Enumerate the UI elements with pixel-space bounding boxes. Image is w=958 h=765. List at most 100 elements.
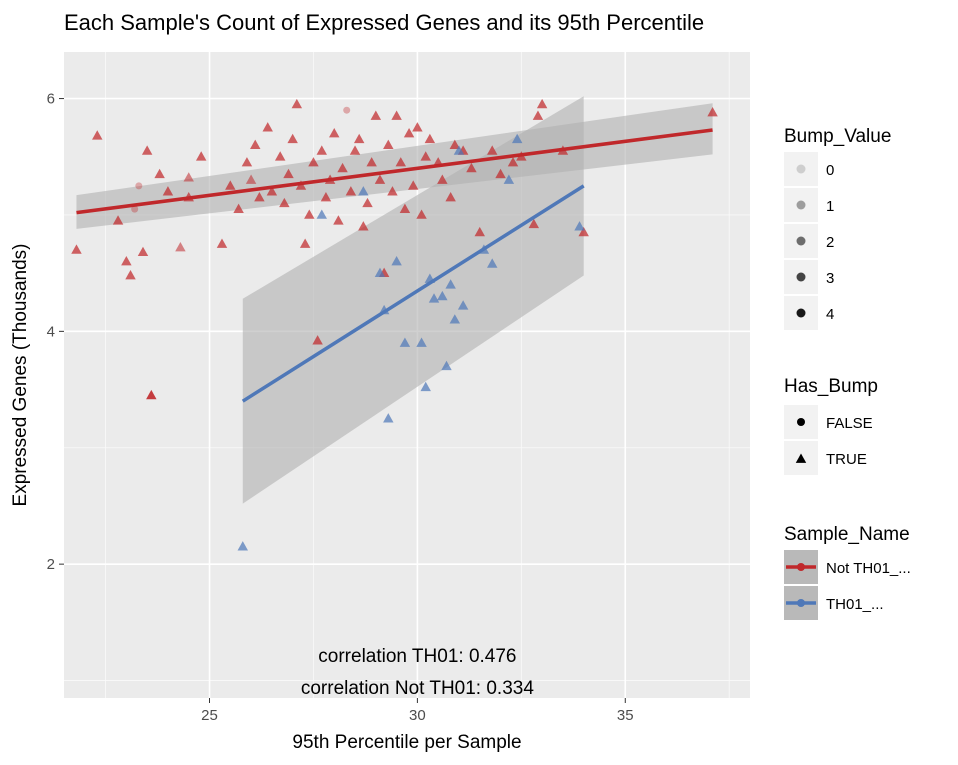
data-point [416, 209, 427, 219]
legend: Bump_Value 0 1 2 3 4 Has_Bump FALSE TRUE Sample_N… [784, 126, 911, 620]
y-axis-title: Expressed Genes (Thousands) [10, 244, 31, 507]
y-tick-label: 2 [47, 556, 55, 573]
data-point [507, 157, 519, 167]
data-point [274, 151, 286, 161]
chart-title: Each Sample's Count of Expressed Genes a… [64, 10, 704, 35]
data-point [578, 226, 589, 237]
data-point [135, 182, 143, 190]
data-point [283, 168, 294, 179]
legend-label: FALSE [826, 415, 873, 432]
data-point [511, 133, 523, 144]
legend-key-dot [797, 563, 805, 571]
data-point [329, 127, 340, 138]
data-point [424, 133, 436, 144]
confidence-ribbon [242, 96, 584, 504]
data-point [250, 139, 261, 149]
data-point [146, 389, 157, 400]
data-point [399, 203, 411, 213]
data-point [237, 541, 249, 551]
data-point [420, 151, 431, 161]
data-point [241, 157, 253, 167]
data-point [141, 145, 153, 155]
data-point [358, 186, 369, 196]
data-point [183, 172, 194, 182]
data-point [366, 157, 377, 167]
data-point [175, 242, 186, 252]
data-point [299, 238, 311, 248]
legend-title-has-bump: Has_Bump [784, 376, 878, 397]
data-point [233, 203, 244, 213]
data-point [528, 218, 540, 229]
legend-title-bump-value: Bump_Value [784, 126, 891, 147]
legend-label: TH01_... [826, 596, 884, 613]
data-point [403, 127, 415, 138]
legend-key-dot [796, 236, 806, 246]
legend-key-triangle [795, 453, 807, 463]
data-point [343, 106, 351, 114]
data-point [391, 256, 402, 266]
legend-key-dot [796, 308, 806, 318]
legend-key-dot [797, 599, 805, 607]
data-point [437, 290, 448, 301]
data-point [487, 258, 498, 268]
data-point [495, 168, 506, 179]
data-point [333, 215, 344, 225]
data-point [245, 174, 257, 184]
axis-ticks: 25 30 35 2 4 6 [47, 91, 634, 724]
legend-key-dot [796, 164, 806, 174]
data-point [707, 107, 718, 117]
legend-label: 4 [826, 306, 834, 323]
data-point [532, 110, 544, 120]
data-point [412, 122, 423, 132]
data-point [320, 191, 332, 202]
data-point [131, 205, 139, 213]
data-point [449, 314, 461, 324]
data-point [316, 209, 327, 219]
legend-label: 0 [826, 162, 834, 179]
x-tick-label: 30 [409, 707, 426, 724]
data-point [387, 186, 398, 196]
legend-key-dot [796, 272, 806, 282]
data-point [487, 145, 498, 155]
data-point [353, 133, 365, 144]
data-point [437, 174, 448, 184]
data-point [137, 246, 149, 257]
annotation-correlation-not-th01: correlation Not TH01: 0.334 [301, 678, 534, 699]
data-point [428, 293, 440, 303]
x-tick-label: 25 [201, 707, 218, 724]
data-point [312, 335, 323, 345]
data-point [370, 110, 382, 120]
data-point [395, 157, 406, 167]
data-point [345, 186, 357, 196]
data-point [374, 267, 386, 278]
legend-label: 3 [826, 270, 834, 287]
data-point [503, 174, 515, 184]
data-point [195, 151, 207, 161]
data-point [266, 186, 278, 196]
data-point [383, 139, 394, 149]
data-point [287, 133, 298, 144]
data-point [374, 174, 386, 184]
data-point [449, 139, 461, 149]
legend-key [784, 152, 818, 186]
data-point [349, 145, 361, 155]
data-point [337, 162, 348, 173]
legend-title-sample-name: Sample_Name [784, 524, 910, 545]
data-point [399, 337, 411, 347]
data-point [453, 145, 465, 155]
data-point [474, 226, 485, 237]
data-point [225, 180, 236, 190]
data-point [162, 186, 174, 196]
data-point [304, 209, 315, 219]
data-point [536, 98, 548, 109]
data-point [391, 110, 402, 120]
data-point [71, 244, 82, 254]
data-point [416, 337, 427, 347]
data-points [71, 98, 718, 551]
legend-key-dot [796, 200, 806, 210]
data-point [445, 279, 456, 289]
data-point [154, 168, 165, 179]
data-point [125, 269, 136, 280]
data-point [362, 197, 373, 208]
